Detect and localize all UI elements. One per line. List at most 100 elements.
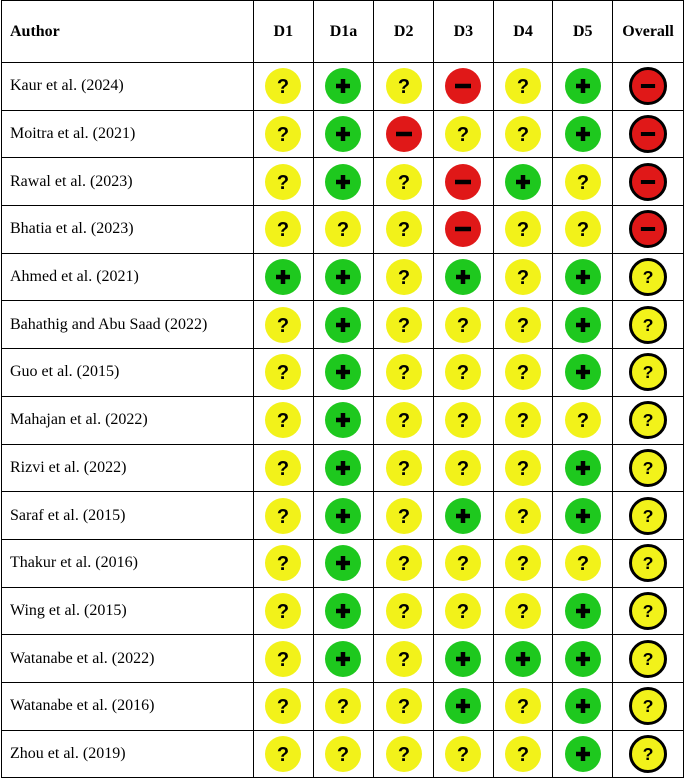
some-concerns-icon: ? bbox=[629, 687, 668, 726]
judgement-cell-d1a bbox=[312, 157, 375, 207]
judgement-cell-d3: ? bbox=[433, 348, 494, 397]
low-risk-icon bbox=[564, 306, 601, 343]
table-row: Mahajan et al. (2022)?????? bbox=[1, 395, 684, 445]
author-cell: Saraf et al. (2015) bbox=[1, 491, 254, 540]
low-risk-icon bbox=[564, 68, 601, 105]
judgement-cell-d1: ? bbox=[252, 443, 314, 493]
author-cell: Kaur et al. (2024) bbox=[1, 62, 254, 111]
table-row: Rawal et al. (2023)??? bbox=[1, 157, 684, 207]
svg-text:?: ? bbox=[643, 697, 654, 717]
some-concerns-icon: ? bbox=[385, 163, 422, 200]
some-concerns-icon: ? bbox=[505, 116, 542, 153]
svg-text:?: ? bbox=[277, 744, 289, 766]
low-risk-icon bbox=[564, 116, 601, 153]
judgement-cell-d1a bbox=[312, 491, 375, 540]
some-concerns-icon: ? bbox=[325, 688, 362, 725]
judgement-cell-d1a: ? bbox=[312, 681, 375, 731]
svg-text:?: ? bbox=[398, 172, 410, 194]
svg-text:?: ? bbox=[643, 410, 654, 430]
high-risk-icon bbox=[445, 68, 482, 105]
judgement-cell-d3 bbox=[433, 681, 494, 731]
judgement-cell-overall: ? bbox=[612, 538, 684, 588]
header-overall: Overall bbox=[612, 0, 684, 63]
judgement-cell-d4: ? bbox=[492, 300, 554, 350]
author-cell: Mahajan et al. (2022) bbox=[1, 395, 254, 445]
some-concerns-icon: ? bbox=[265, 163, 302, 200]
header-d2: D2 bbox=[373, 0, 435, 63]
some-concerns-icon: ? bbox=[265, 116, 302, 153]
high-risk-icon bbox=[629, 210, 668, 249]
judgement-cell-d1a bbox=[312, 586, 375, 636]
judgement-cell-d1a bbox=[312, 109, 375, 159]
judgement-cell-overall: ? bbox=[612, 300, 684, 350]
svg-text:?: ? bbox=[277, 649, 289, 671]
svg-text:?: ? bbox=[277, 172, 289, 194]
low-risk-icon bbox=[564, 497, 601, 534]
judgement-cell-d2: ? bbox=[373, 681, 435, 731]
some-concerns-icon: ? bbox=[385, 640, 422, 677]
svg-text:?: ? bbox=[643, 601, 654, 621]
judgement-cell-d2: ? bbox=[373, 157, 435, 207]
some-concerns-icon: ? bbox=[505, 306, 542, 343]
some-concerns-icon: ? bbox=[445, 354, 482, 391]
judgement-cell-d5: ? bbox=[552, 157, 614, 207]
judgement-cell-d4: ? bbox=[492, 443, 554, 493]
judgement-cell-d1a bbox=[312, 395, 375, 445]
judgement-cell-d3: ? bbox=[433, 586, 494, 636]
judgement-cell-d5 bbox=[552, 300, 614, 350]
author-cell: Bahathig and Abu Saad (2022) bbox=[1, 300, 254, 350]
judgement-cell-d3: ? bbox=[433, 300, 494, 350]
some-concerns-icon: ? bbox=[385, 688, 422, 725]
table-row: Moitra et al. (2021)??? bbox=[1, 109, 684, 159]
some-concerns-icon: ? bbox=[445, 545, 482, 582]
svg-text:?: ? bbox=[277, 601, 289, 623]
judgement-cell-overall: ? bbox=[612, 443, 684, 493]
author-cell: Bhatia et al. (2023) bbox=[1, 205, 254, 254]
svg-text:?: ? bbox=[457, 601, 469, 623]
table-row: Wing et al. (2015)????? bbox=[1, 586, 684, 636]
svg-text:?: ? bbox=[643, 506, 654, 526]
table-row: Rizvi et al. (2022)????? bbox=[1, 443, 684, 493]
some-concerns-icon: ? bbox=[385, 592, 422, 629]
author-cell: Guo et al. (2015) bbox=[1, 348, 254, 397]
table-row: Saraf et al. (2015)???? bbox=[1, 491, 684, 540]
judgement-cell-overall: ? bbox=[612, 252, 684, 302]
svg-text:?: ? bbox=[398, 506, 410, 528]
judgement-cell-d1: ? bbox=[252, 729, 314, 779]
judgement-cell-overall bbox=[612, 157, 684, 207]
some-concerns-icon: ? bbox=[505, 497, 542, 534]
low-risk-icon bbox=[325, 449, 362, 486]
judgement-cell-d1: ? bbox=[252, 634, 314, 683]
table-row: Thakur et al. (2016)?????? bbox=[1, 538, 684, 588]
some-concerns-icon: ? bbox=[445, 449, 482, 486]
judgement-cell-d3 bbox=[433, 205, 494, 254]
svg-text:?: ? bbox=[577, 219, 589, 241]
low-risk-icon bbox=[564, 688, 601, 725]
judgement-cell-d5 bbox=[552, 443, 614, 493]
low-risk-icon bbox=[325, 68, 362, 105]
some-concerns-icon: ? bbox=[265, 688, 302, 725]
judgement-cell-overall: ? bbox=[612, 395, 684, 445]
svg-text:?: ? bbox=[398, 315, 410, 337]
svg-text:?: ? bbox=[643, 267, 654, 287]
some-concerns-icon: ? bbox=[629, 448, 668, 487]
judgement-cell-d4: ? bbox=[492, 538, 554, 588]
some-concerns-icon: ? bbox=[385, 354, 422, 391]
low-risk-icon bbox=[325, 306, 362, 343]
judgement-cell-d5 bbox=[552, 681, 614, 731]
some-concerns-icon: ? bbox=[265, 497, 302, 534]
svg-text:?: ? bbox=[337, 696, 349, 718]
judgement-cell-d2 bbox=[373, 109, 435, 159]
svg-text:?: ? bbox=[643, 649, 654, 669]
judgement-cell-d5 bbox=[552, 348, 614, 397]
judgement-cell-d1: ? bbox=[252, 157, 314, 207]
low-risk-icon bbox=[265, 259, 302, 296]
low-risk-icon bbox=[445, 640, 482, 677]
judgement-cell-d1 bbox=[252, 252, 314, 302]
judgement-cell-d4: ? bbox=[492, 205, 554, 254]
table-row: Bhatia et al. (2023)????? bbox=[1, 205, 684, 254]
judgement-cell-d2: ? bbox=[373, 395, 435, 445]
some-concerns-icon: ? bbox=[265, 592, 302, 629]
judgement-cell-d2: ? bbox=[373, 252, 435, 302]
